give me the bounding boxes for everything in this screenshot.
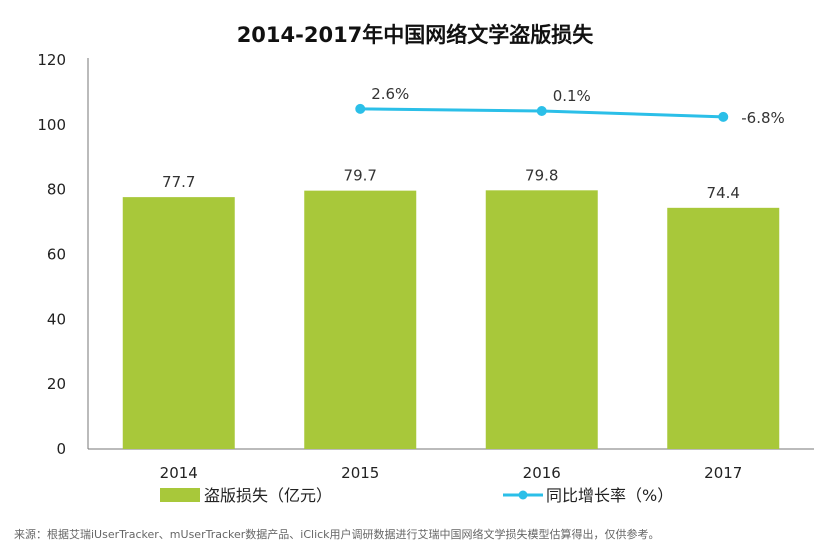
bar-2016 (485, 190, 598, 449)
growth-rate-label: 0.1% (553, 87, 591, 105)
legend-marker-line (518, 490, 528, 500)
x-tick-label: 2014 (160, 464, 198, 482)
y-tick-label: 40 (47, 310, 66, 328)
growth-rate-point (355, 103, 366, 114)
legend-label-line: 同比增长率（%） (546, 486, 673, 505)
chart-title: 2014-2017年中国网络文学盗版损失 (237, 23, 595, 47)
y-tick-label: 80 (47, 181, 66, 199)
growth-rate-point (718, 111, 729, 122)
bar-value-label: 79.7 (344, 167, 377, 185)
growth-rate-point (536, 106, 547, 116)
bar-value-label: 74.4 (707, 184, 740, 202)
legend-swatch-bar (160, 488, 200, 502)
bar-value-label: 77.7 (162, 173, 195, 191)
y-tick-label: 20 (47, 375, 66, 393)
y-tick-label: 100 (37, 116, 66, 134)
x-tick-label: 2015 (341, 464, 379, 482)
bar-2017 (667, 207, 780, 449)
bar-2015 (304, 190, 417, 449)
legend: 盗版损失（亿元） 同比增长率（%） (160, 486, 673, 505)
y-tick-label: 0 (56, 440, 66, 458)
growth-rate-label: 2.6% (371, 85, 409, 103)
bar-value-label: 79.8 (525, 166, 558, 184)
bar-2014 (122, 197, 235, 449)
legend-label-bar: 盗版损失（亿元） (204, 486, 332, 505)
x-tick-label: 2017 (704, 464, 742, 482)
x-tick-label: 2016 (523, 464, 561, 482)
y-tick-label: 60 (47, 246, 66, 264)
growth-rate-label: -6.8% (741, 109, 785, 127)
y-tick-label: 120 (37, 51, 66, 69)
source-note: 来源：根据艾瑞iUserTracker、mUserTracker数据产品、iCl… (14, 527, 660, 541)
